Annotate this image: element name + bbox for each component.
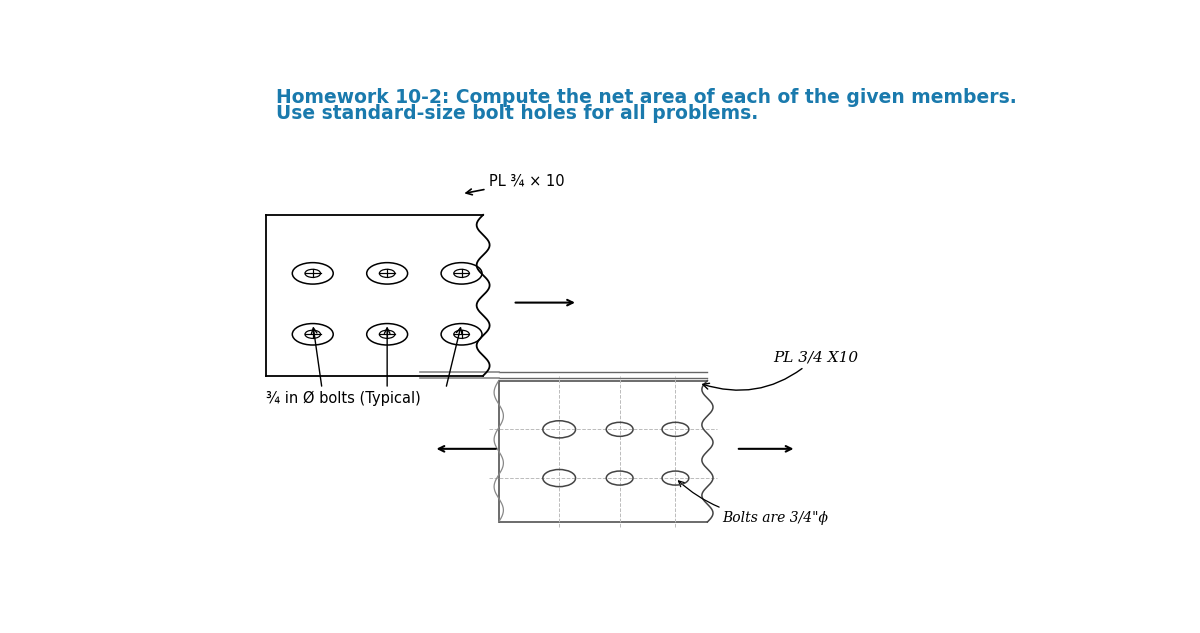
Text: Bolts are 3/4"ϕ: Bolts are 3/4"ϕ bbox=[678, 481, 828, 525]
FancyBboxPatch shape bbox=[499, 380, 708, 522]
Text: Use standard-size bolt holes for all problems.: Use standard-size bolt holes for all pro… bbox=[276, 104, 758, 123]
FancyBboxPatch shape bbox=[266, 215, 484, 376]
Text: Homework 10-2: Compute the net area of each of the given members.: Homework 10-2: Compute the net area of e… bbox=[276, 88, 1016, 107]
Text: ¾ in Ø bolts (Typical): ¾ in Ø bolts (Typical) bbox=[266, 391, 421, 406]
Text: PL 3/4 X10: PL 3/4 X10 bbox=[703, 350, 858, 390]
Text: PL ¾ × 10: PL ¾ × 10 bbox=[466, 173, 565, 195]
